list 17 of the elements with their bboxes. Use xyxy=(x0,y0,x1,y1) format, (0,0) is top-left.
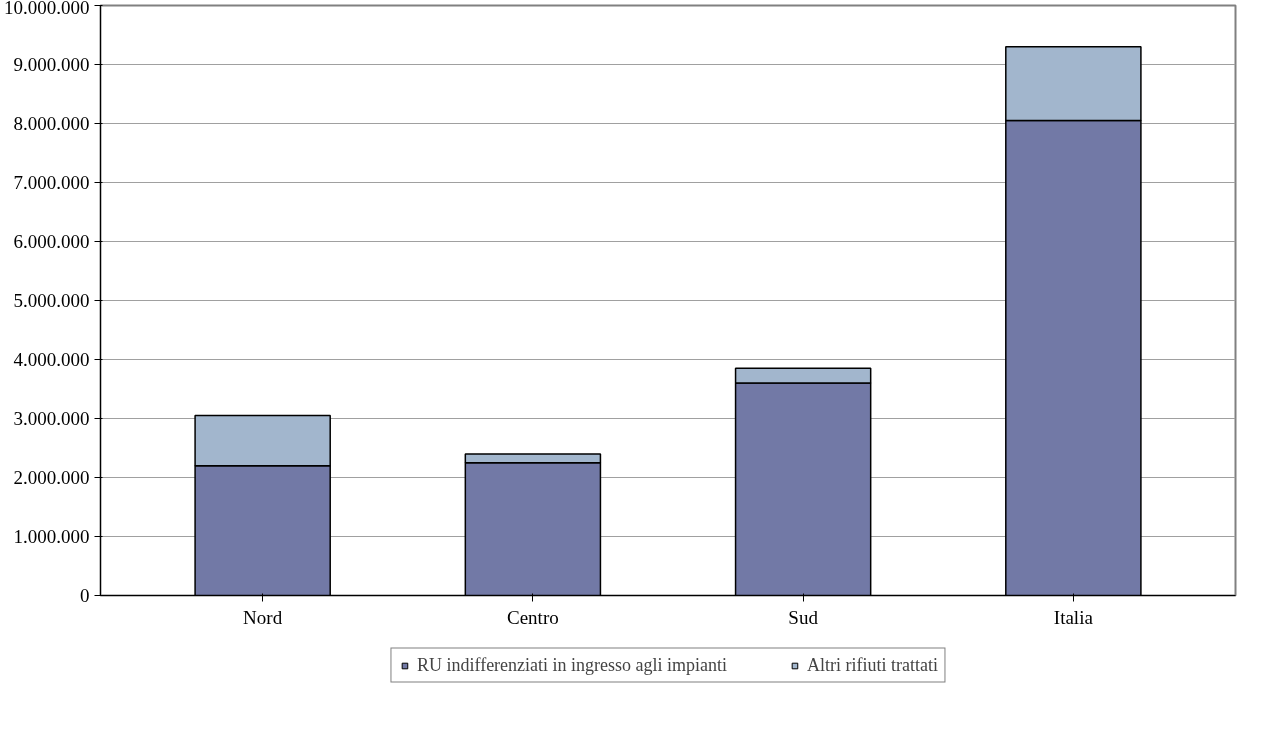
y-tick-label: 9.000.000 xyxy=(13,54,90,75)
x-tick-label: Sud xyxy=(788,606,819,628)
y-tick-label: 1.000.000 xyxy=(13,526,90,547)
y-tick-label: 0 xyxy=(80,585,90,606)
y-tick-label: 10.000.000 xyxy=(4,0,90,18)
legend-label: Altri rifiuti trattati xyxy=(807,654,939,676)
y-tick-label: 3.000.000 xyxy=(13,408,90,429)
y-tick-label: 7.000.000 xyxy=(13,172,90,193)
x-tick-label: Italia xyxy=(1053,606,1094,628)
x-tick-label: Nord xyxy=(243,606,283,628)
y-tick-label: 6.000.000 xyxy=(13,231,90,252)
y-tick-label: 5.000.000 xyxy=(13,290,90,311)
legend-label: RU indifferenziati in ingresso agli impianti xyxy=(416,654,728,676)
y-tick-label: 8.000.000 xyxy=(13,113,90,134)
x-tick-label: Centro xyxy=(507,606,559,628)
y-tick-label: 4.000.000 xyxy=(13,349,90,370)
y-tick-label: 2.000.000 xyxy=(13,467,90,488)
